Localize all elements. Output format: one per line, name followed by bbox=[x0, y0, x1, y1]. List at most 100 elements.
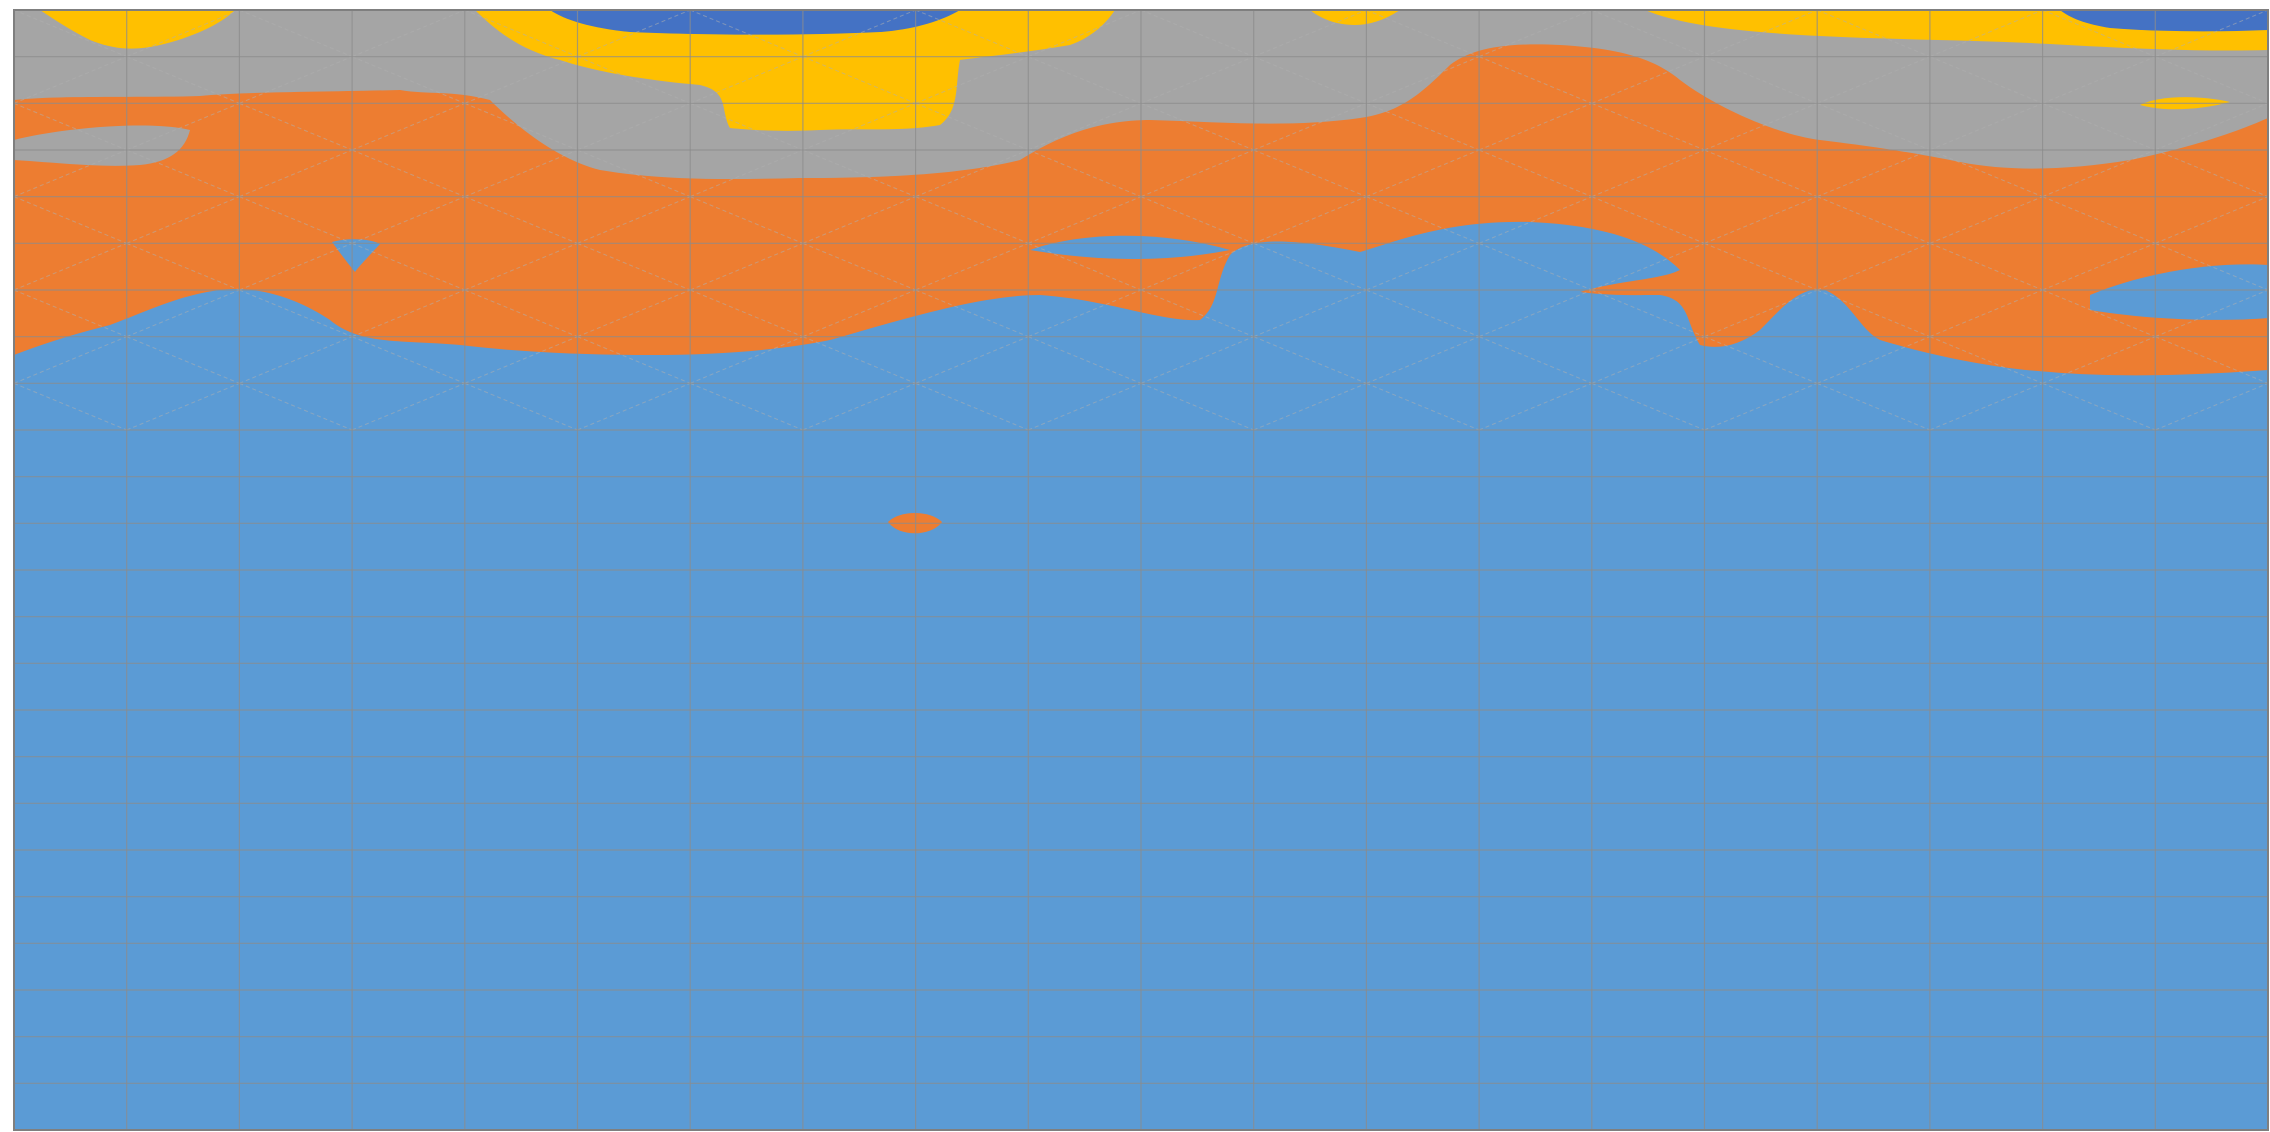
wireframe-line bbox=[13, 149, 127, 198]
wireframe-line bbox=[2042, 336, 2156, 384]
wireframe-line bbox=[13, 289, 127, 338]
wireframe-line bbox=[577, 242, 691, 291]
wireframe-line bbox=[1704, 336, 1818, 384]
wireframe-line bbox=[1028, 56, 1142, 104]
wireframe-line bbox=[1478, 56, 1592, 104]
wireframe-line bbox=[1253, 336, 1367, 384]
wireframe-line bbox=[464, 382, 578, 431]
wireframe-line bbox=[1591, 196, 1705, 244]
wireframe-line bbox=[2155, 242, 2269, 291]
wireframe-line bbox=[1028, 336, 1142, 384]
wireframe-line bbox=[239, 289, 353, 338]
wireframe-line bbox=[126, 149, 240, 198]
contour-band-lowest-pocket bbox=[332, 239, 380, 272]
wireframe-line bbox=[1253, 149, 1367, 198]
contour-band-fourth bbox=[40, 10, 235, 49]
wireframe-line bbox=[1366, 102, 1480, 151]
wireframe-line bbox=[577, 9, 691, 58]
wireframe-line bbox=[690, 56, 804, 104]
wireframe-line bbox=[239, 102, 353, 151]
wireframe-line bbox=[1591, 9, 1705, 58]
wireframe-line bbox=[239, 336, 353, 384]
wireframe-line bbox=[13, 102, 127, 151]
wireframe-line bbox=[126, 56, 240, 104]
wireframe-line bbox=[1817, 56, 1931, 104]
wireframe-line bbox=[690, 242, 804, 291]
wireframe-line bbox=[1817, 196, 1931, 244]
wireframe-line bbox=[915, 242, 1029, 291]
wireframe-line bbox=[690, 289, 804, 338]
wireframe-line bbox=[802, 382, 916, 431]
wireframe-line bbox=[1028, 196, 1142, 244]
wireframe-line bbox=[2155, 336, 2269, 384]
wireframe-line bbox=[1478, 149, 1592, 198]
wireframe-line bbox=[126, 242, 240, 291]
wireframe-line bbox=[464, 336, 578, 384]
wireframe-line bbox=[1140, 382, 1254, 431]
wireframe-line bbox=[1817, 9, 1931, 58]
wireframe-line bbox=[690, 102, 804, 151]
wireframe-line bbox=[915, 149, 1029, 198]
wireframe-line bbox=[351, 149, 465, 198]
wireframe-line bbox=[1478, 9, 1592, 58]
wireframe-line bbox=[351, 242, 465, 291]
wireframe-line bbox=[1366, 382, 1480, 431]
wireframe-line bbox=[1478, 102, 1592, 151]
wireframe-line bbox=[1591, 149, 1705, 198]
wireframe-line bbox=[2155, 9, 2269, 58]
wireframe-line bbox=[1591, 56, 1705, 104]
wireframe-line bbox=[1591, 102, 1705, 151]
wireframe-line bbox=[577, 382, 691, 431]
wireframe-line bbox=[802, 56, 916, 104]
wireframe-line bbox=[126, 9, 240, 58]
wireframe-line bbox=[1253, 382, 1367, 431]
wireframe-line bbox=[1028, 382, 1142, 431]
wireframe-line bbox=[1366, 56, 1480, 104]
wireframe-line bbox=[1817, 336, 1931, 384]
wireframe-line bbox=[351, 289, 465, 338]
wireframe-line bbox=[1929, 56, 2043, 104]
wireframe-line bbox=[351, 196, 465, 244]
wireframe-line bbox=[2155, 56, 2269, 104]
wireframe-line bbox=[1704, 196, 1818, 244]
wireframe-line bbox=[13, 196, 127, 244]
wireframe-line bbox=[13, 382, 127, 431]
contour-band-third-patch bbox=[14, 125, 190, 166]
wireframe-line bbox=[1591, 289, 1705, 338]
wireframe-line bbox=[126, 289, 240, 338]
wireframe-line bbox=[577, 56, 691, 104]
wireframe-line bbox=[802, 102, 916, 151]
wireframe-line bbox=[2042, 242, 2156, 291]
wireframe-line bbox=[915, 56, 1029, 104]
wireframe-line bbox=[690, 336, 804, 384]
wireframe-line bbox=[802, 149, 916, 198]
wireframe-line bbox=[2155, 149, 2269, 198]
wireframe-line bbox=[1253, 289, 1367, 338]
wireframe-line bbox=[464, 9, 578, 58]
wireframe-line bbox=[1366, 9, 1480, 58]
wireframe-line bbox=[1704, 382, 1818, 431]
wireframe-line bbox=[915, 289, 1029, 338]
wireframe-line bbox=[1929, 336, 2043, 384]
wireframe-line bbox=[1478, 196, 1592, 244]
wireframe-line bbox=[690, 196, 804, 244]
wireframe-line bbox=[1253, 242, 1367, 291]
wireframe-line bbox=[1478, 382, 1592, 431]
wireframe-line bbox=[351, 9, 465, 58]
wireframe-line bbox=[2155, 102, 2269, 151]
wireframe-line bbox=[239, 382, 353, 431]
wireframe-line bbox=[1591, 382, 1705, 431]
wireframe-line bbox=[1817, 289, 1931, 338]
wireframe-line bbox=[915, 9, 1029, 58]
wireframe-line bbox=[2042, 9, 2156, 58]
wireframe-line bbox=[2042, 382, 2156, 431]
wireframe-line bbox=[577, 102, 691, 151]
contour-band-highest bbox=[550, 10, 960, 35]
gridlines bbox=[14, 10, 2268, 1130]
wireframe-line bbox=[690, 382, 804, 431]
contour-band-highest bbox=[2060, 10, 2268, 32]
wireframe-line bbox=[1929, 196, 2043, 244]
wireframe-line bbox=[690, 9, 804, 58]
wireframe-line bbox=[464, 196, 578, 244]
